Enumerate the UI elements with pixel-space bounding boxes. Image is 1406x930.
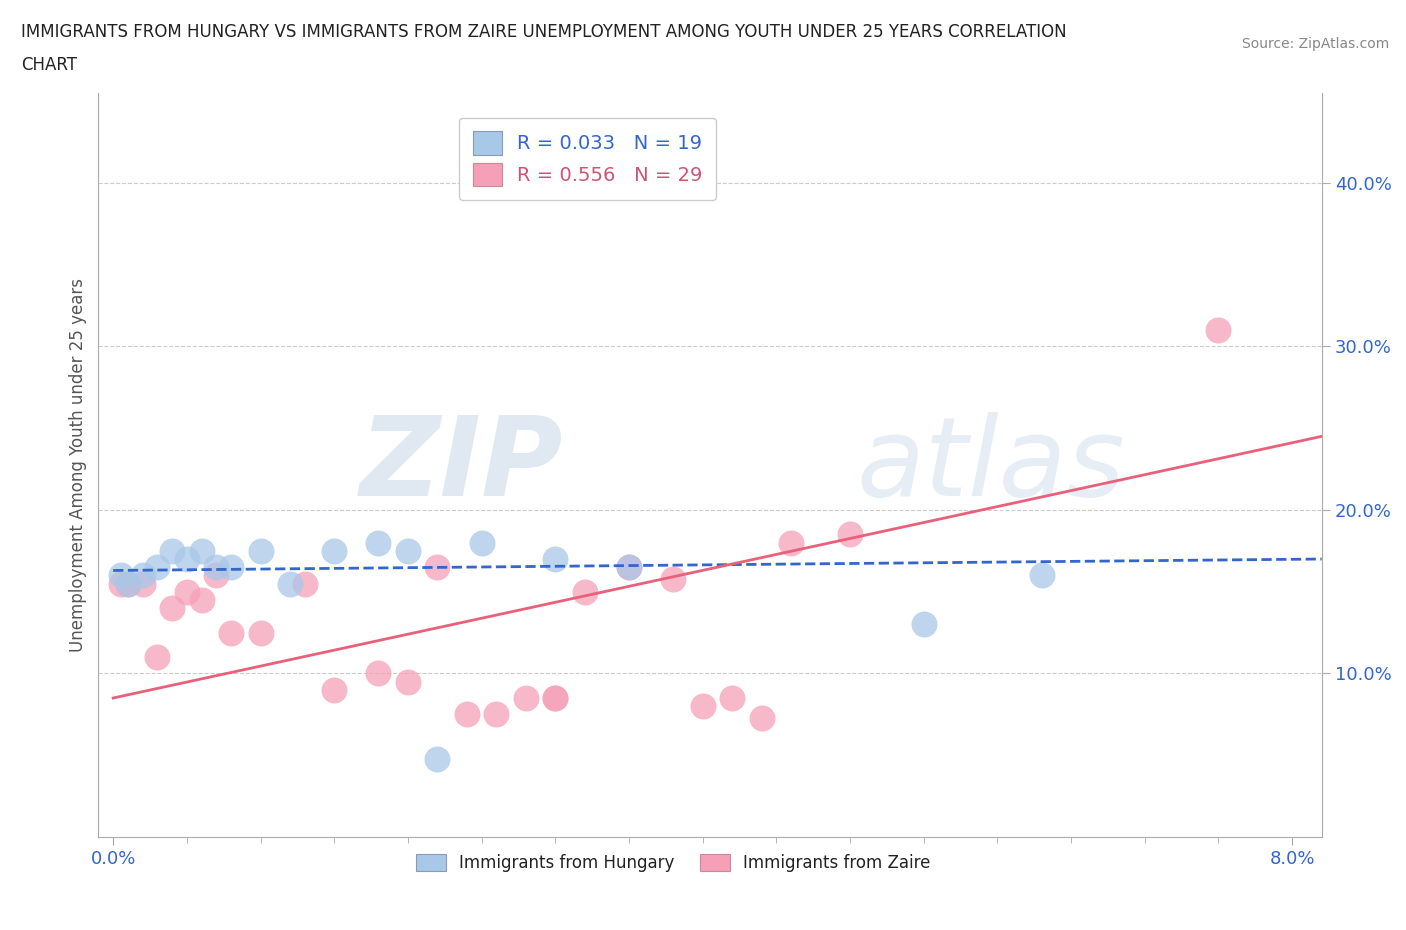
Point [176, 551, 198, 566]
Point [160, 601, 183, 616]
Point [751, 711, 773, 725]
Point [1031, 568, 1053, 583]
Point [219, 560, 242, 575]
Point [249, 543, 271, 558]
Point [117, 576, 139, 591]
Point [219, 625, 242, 640]
Point [1208, 323, 1230, 338]
Point [110, 576, 132, 591]
Point [692, 698, 714, 713]
Point [146, 560, 169, 575]
Point [190, 592, 212, 607]
Point [110, 568, 132, 583]
Y-axis label: Unemployment Among Youth under 25 years: Unemployment Among Youth under 25 years [69, 278, 87, 652]
Point [367, 536, 389, 551]
Point [721, 691, 744, 706]
Point [323, 683, 346, 698]
Point [662, 571, 685, 586]
Point [839, 527, 862, 542]
Point [117, 576, 139, 591]
Text: CHART: CHART [21, 56, 77, 73]
Point [278, 576, 301, 591]
Point [249, 625, 271, 640]
Point [367, 666, 389, 681]
Point [574, 584, 596, 599]
Point [146, 650, 169, 665]
Point [396, 543, 419, 558]
Point [485, 707, 508, 722]
Point [396, 674, 419, 689]
Text: ZIP: ZIP [360, 411, 564, 519]
Point [426, 560, 449, 575]
Point [617, 560, 640, 575]
Point [912, 617, 935, 631]
Point [176, 584, 198, 599]
Point [544, 551, 567, 566]
Point [471, 536, 494, 551]
Point [456, 707, 478, 722]
Point [131, 568, 153, 583]
Point [131, 576, 153, 591]
Legend: Immigrants from Hungary, Immigrants from Zaire: Immigrants from Hungary, Immigrants from… [408, 846, 939, 881]
Point [190, 543, 212, 558]
Point [617, 560, 640, 575]
Point [205, 568, 228, 583]
Point [160, 543, 183, 558]
Point [544, 691, 567, 706]
Point [205, 560, 228, 575]
Point [544, 691, 567, 706]
Text: IMMIGRANTS FROM HUNGARY VS IMMIGRANTS FROM ZAIRE UNEMPLOYMENT AMONG YOUTH UNDER : IMMIGRANTS FROM HUNGARY VS IMMIGRANTS FR… [21, 23, 1067, 41]
Text: atlas: atlas [856, 411, 1125, 519]
Point [780, 536, 803, 551]
Point [515, 691, 537, 706]
Point [323, 543, 346, 558]
Point [426, 751, 449, 766]
Text: Source: ZipAtlas.com: Source: ZipAtlas.com [1241, 37, 1389, 51]
Point [294, 576, 316, 591]
